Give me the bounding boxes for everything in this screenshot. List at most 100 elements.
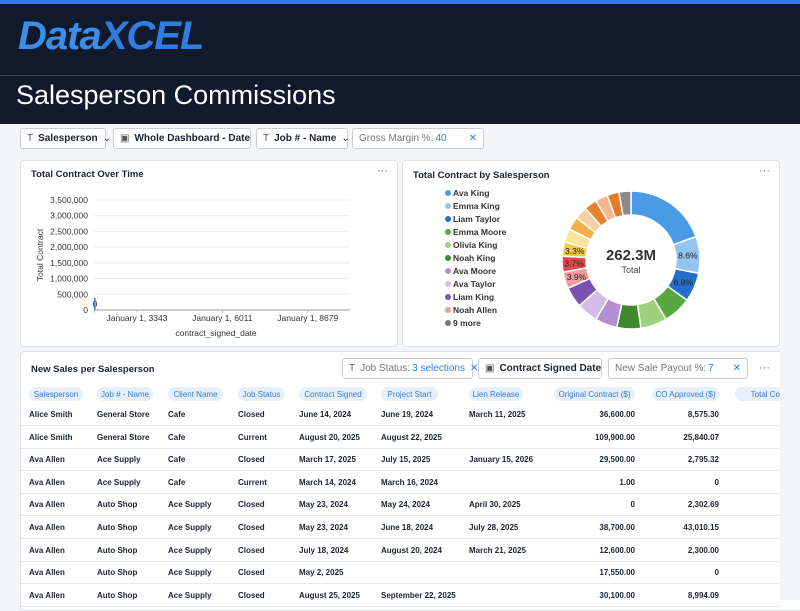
legend-label: Ava King (453, 188, 490, 198)
column-header: Lien Release (469, 387, 523, 401)
table-cell: Closed (238, 522, 265, 534)
table-cell: Ava Allen (29, 454, 65, 466)
column-header: Job # - Name (97, 387, 153, 401)
table-cell: August 20, 2025 (299, 432, 360, 444)
column-header: Contract Signed (299, 387, 367, 401)
column-header: Project Start (381, 387, 438, 401)
table-cell: Closed (238, 409, 265, 421)
table-cell: Ace Supply (168, 545, 212, 557)
column-header: CO Approved ($) (652, 387, 719, 401)
legend-swatch (445, 190, 451, 196)
table-cell: Current (238, 432, 267, 444)
y-axis-title: Total Contract (35, 228, 45, 281)
legend-label: Ava Taylor (453, 279, 496, 289)
x-tick-label: January 1, 6011 (192, 313, 253, 323)
legend-swatch (445, 294, 451, 300)
y-tick-label: 3,500,000 (50, 195, 88, 205)
menu[interactable]: ··· (759, 362, 770, 374)
gutter (780, 351, 800, 600)
legend-label: Liam Taylor (453, 214, 501, 224)
column-header: Job Status (238, 387, 285, 401)
filter-dropdown[interactable]: ▣Contract Signed Date⌄ (478, 358, 602, 379)
x-tick-label: January 1, 8679 (277, 313, 338, 323)
filter-value: 3 selections (412, 363, 465, 374)
table-cell: Cafe (168, 477, 185, 489)
table-cell: July 28, 2025 (469, 522, 518, 534)
legend-swatch (445, 320, 451, 326)
table-cell: Auto Shop (97, 567, 137, 579)
column-header: Client Name (168, 387, 223, 401)
table-cell: Ava Allen (29, 567, 65, 579)
table-cell: May 23, 2024 (299, 499, 348, 511)
legend-more: 9 more (453, 318, 481, 328)
legend-swatch (445, 255, 451, 261)
row-divider (21, 538, 781, 539)
table-cell: Cafe (168, 432, 185, 444)
table-cell: Ace Supply (168, 567, 212, 579)
table-cell: Ava Allen (29, 545, 65, 557)
filter-label: New Sale Payout %: (615, 363, 706, 374)
legend-swatch (445, 216, 451, 222)
table-cell: August 20, 2024 (381, 545, 442, 557)
table-cell: May 24, 2024 (381, 499, 430, 511)
table-cell: August 22, 2025 (381, 432, 442, 444)
table-cell: Ace Supply (97, 477, 141, 489)
table-cell: Closed (238, 499, 265, 511)
table-cell: Cafe (168, 454, 185, 466)
x-axis-title: contract_signed_date (175, 328, 257, 338)
legend-swatch (445, 242, 451, 248)
table-cell: General Store (97, 409, 149, 421)
row-divider (21, 583, 781, 584)
x-tick-label: January 1, 3343 (106, 313, 167, 323)
legend-label: Emma King (453, 201, 500, 211)
table-cell: Current (238, 477, 267, 489)
slice-label: 3.7% (564, 258, 584, 268)
legend-swatch (445, 268, 451, 274)
legend-swatch (445, 229, 451, 235)
legend-label: Emma Moore (453, 227, 507, 237)
charts: 0500,0001,000,0001,500,0002,000,0002,500… (0, 0, 800, 350)
panel-title: New Sales per Salesperson (31, 364, 155, 375)
y-tick-label: 1,000,000 (50, 274, 88, 284)
table-cell: March 16, 2024 (381, 477, 438, 489)
table-cell: Auto Shop (97, 545, 137, 557)
filter-value: 7 (708, 363, 714, 374)
table-cell: May 2, 2025 (299, 567, 343, 579)
table-cell: General Store (97, 432, 149, 444)
row-divider (21, 515, 781, 516)
table-cell: Alice Smith (29, 432, 73, 444)
table-cell: Cafe (168, 409, 185, 421)
table-cell: May 23, 2024 (299, 522, 348, 534)
center-value: 262.3M (606, 247, 656, 264)
table-cell: Closed (238, 567, 265, 579)
row-divider (21, 606, 781, 607)
table-cell: July 15, 2025 (381, 454, 430, 466)
filter-label: Job Status: (360, 363, 410, 374)
table-cell: June 14, 2024 (299, 409, 351, 421)
slice-label: 6.8% (674, 278, 694, 288)
legend-label: Noah King (453, 253, 496, 263)
legend-label: Olivia King (453, 240, 497, 250)
filter-label: Contract Signed Date (499, 363, 601, 374)
row-divider (21, 470, 781, 471)
table-cell: March 14, 2024 (299, 477, 356, 489)
table-cell: March 17, 2025 (299, 454, 356, 466)
legend-label: Ava Moore (453, 266, 496, 276)
table-cell: July 18, 2024 (299, 545, 348, 557)
y-tick-label: 3,000,000 (50, 211, 88, 221)
table-cell: Ace Supply (168, 499, 212, 511)
table-cell: Ava Allen (29, 522, 65, 534)
table-cell: Ava Allen (29, 499, 65, 511)
legend-label: Liam King (453, 292, 494, 302)
table-cell: April 30, 2025 (469, 499, 521, 511)
filter-input[interactable]: New Sale Payout %:7✕ (608, 358, 748, 379)
y-tick-label: 2,000,000 (50, 242, 88, 252)
row-divider (21, 425, 781, 426)
y-tick-label: 1,500,000 (50, 258, 88, 268)
legend-swatch (445, 203, 451, 209)
column-header: Salesperson (29, 387, 83, 401)
table-cell: June 19, 2024 (381, 409, 433, 421)
